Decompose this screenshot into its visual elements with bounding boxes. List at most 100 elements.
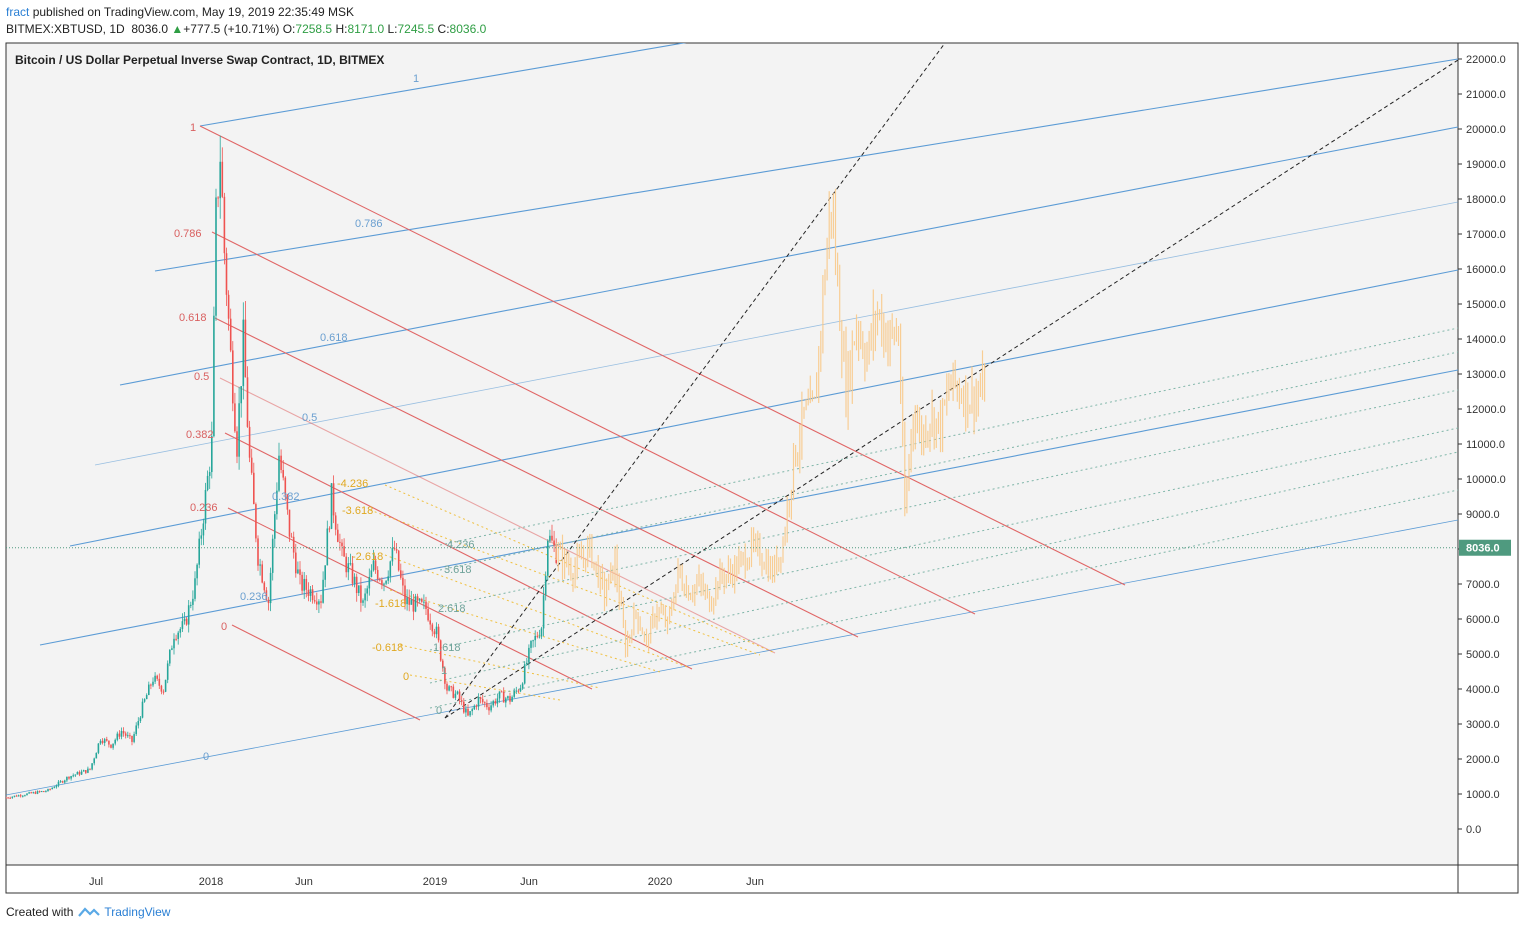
candle-body [57, 781, 60, 786]
y-tick-label: 3000.0 [1466, 719, 1500, 731]
candle-body [433, 631, 436, 635]
candle-body [412, 599, 415, 612]
candle-body [17, 795, 20, 797]
candle-body [112, 743, 114, 748]
candle-body [505, 698, 507, 703]
dashed-trend-line [444, 43, 946, 719]
candle-body [454, 693, 457, 698]
candle-body [540, 628, 543, 637]
candle-body [49, 789, 51, 791]
red-fib-label: 0.5 [194, 371, 209, 383]
candle-body [368, 576, 371, 589]
candle-body [158, 678, 161, 686]
y-axis-ticks: 22000.0 21000.0 20000.0 19000.0 18000.0 17000… [1458, 54, 1506, 836]
high-value: 8171.0 [347, 22, 385, 36]
candle-body [80, 771, 83, 775]
candle-body [211, 436, 213, 473]
candle-body [271, 538, 274, 573]
candle-body [200, 535, 203, 539]
y-tick-label: 13000.0 [1466, 369, 1506, 381]
candle-body [267, 599, 270, 604]
candle-body [13, 795, 16, 797]
candle-body [509, 696, 511, 702]
high-label: H: [335, 22, 348, 36]
y-tick-label: 4000.0 [1466, 684, 1500, 696]
candle-body [64, 780, 66, 783]
y-tick-label: 15000.0 [1466, 299, 1506, 311]
green-ext-line [439, 351, 1458, 571]
candle-body [446, 683, 448, 691]
y-tick-label: 18000.0 [1466, 194, 1506, 206]
candle-body [349, 563, 352, 565]
close-value: 8036.0 [449, 22, 487, 36]
candle-body [456, 691, 459, 694]
candle-body [59, 781, 62, 783]
blue-fib-label: 0.382 [272, 491, 300, 503]
y-tick-label: 0.0 [1466, 824, 1481, 836]
price-chart[interactable]: Bitcoin / US Dollar Perpetual Inverse Sw… [0, 0, 1525, 900]
candle-body [408, 597, 410, 605]
red-fib-label: 0 [221, 621, 227, 633]
candle-body [360, 585, 362, 603]
candle-body [110, 744, 112, 748]
time-axis[interactable] [5, 864, 1459, 894]
candle-body [322, 579, 324, 603]
candle-body [36, 791, 39, 794]
author-link[interactable]: fract [6, 5, 30, 19]
candle-body [330, 483, 333, 529]
publish-text: published on TradingView.com, May 19, 20… [32, 5, 355, 19]
yellow-ext-label: -3.618 [342, 505, 373, 517]
candle-body [299, 569, 301, 575]
candle-body [337, 529, 339, 542]
candle-body [164, 679, 167, 692]
low-value: 7245.5 [397, 22, 435, 36]
candle-body [108, 740, 110, 745]
candle-body [225, 253, 228, 295]
candle-body [496, 698, 499, 704]
plot-area[interactable] [5, 42, 1459, 866]
candle-body [248, 426, 251, 458]
candle-body [318, 601, 320, 605]
candle-body [265, 590, 268, 600]
blue-fib-line [199, 43, 687, 127]
open-label: O: [282, 22, 296, 36]
publish-info: fract published on TradingView.com, May … [6, 5, 354, 19]
candle-body [494, 701, 497, 704]
candle-body [74, 774, 77, 776]
candle-body [47, 789, 49, 792]
candle-body [351, 563, 354, 584]
candle-body [133, 734, 135, 742]
candle-body [439, 640, 442, 661]
red-fib-label: 0.786 [174, 228, 202, 240]
blue-fib-line [119, 126, 1458, 386]
blue-fib-label: 0 [203, 751, 209, 763]
tradingview-link[interactable]: TradingView [104, 905, 171, 919]
price-axis[interactable] [1457, 42, 1519, 866]
x-tick-label: 2020 [648, 876, 672, 888]
y-tick-label: 6000.0 [1466, 614, 1500, 626]
candle-body [196, 564, 198, 579]
candle-body [148, 684, 150, 696]
blue-fib-label: 1 [413, 73, 419, 85]
candle-body [61, 781, 64, 783]
candle-body [286, 494, 289, 510]
candle-body [66, 776, 68, 781]
candle-body [423, 601, 425, 603]
y-tick-label: 22000.0 [1466, 54, 1506, 66]
y-tick-label: 10000.0 [1466, 474, 1506, 486]
yellow-ext-line [369, 509, 761, 656]
candle-body [246, 377, 249, 427]
candle-body [187, 605, 190, 625]
candle-body [202, 523, 205, 536]
red-fib-label: 1 [190, 122, 196, 134]
open-value: 7258.5 [295, 22, 333, 36]
candle-body [253, 472, 255, 505]
candle-body [51, 787, 53, 790]
candle-body [385, 580, 387, 584]
candle-body [7, 797, 9, 799]
candle-body [137, 720, 140, 726]
green-ext-label: 1 [441, 665, 447, 677]
candle-body [458, 691, 461, 701]
candle-body [106, 739, 108, 741]
yellow-ext-line [384, 554, 691, 669]
